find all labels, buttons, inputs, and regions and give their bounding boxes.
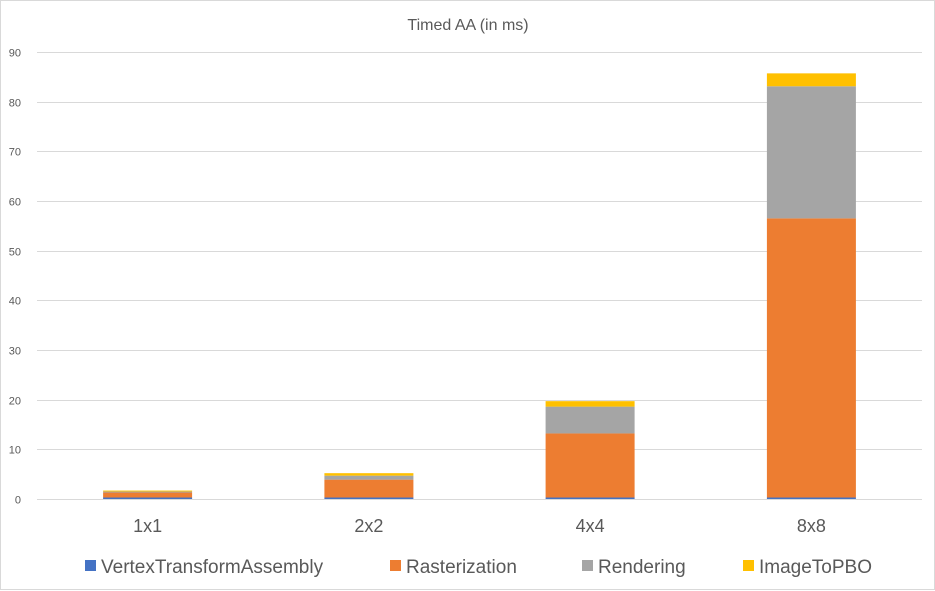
bar-segment-rendering-1x1 xyxy=(103,491,193,493)
bar-segment-rendering-8x8 xyxy=(766,86,856,219)
y-tick-label: 20 xyxy=(9,396,21,408)
bar-segment-vertextransformassembly-8x8 xyxy=(766,497,856,499)
bar-segment-rasterization-2x2 xyxy=(324,479,414,498)
bar-segment-imagetopbo-2x2 xyxy=(324,473,414,476)
y-tick-label: 0 xyxy=(15,495,21,507)
bar-segment-rasterization-4x4 xyxy=(545,433,635,498)
y-tick-label: 40 xyxy=(9,296,21,308)
bar-segment-imagetopbo-8x8 xyxy=(766,73,856,87)
bar-segment-imagetopbo-1x1 xyxy=(103,490,193,492)
x-category-label: 4x4 xyxy=(576,516,605,536)
bar-segment-rendering-4x4 xyxy=(545,406,635,434)
y-tick-label: 10 xyxy=(9,445,21,457)
y-axis-tick-labels: 0 10 20 30 40 50 60 70 80 90 xyxy=(9,48,21,507)
legend-label: Rasterization xyxy=(406,557,517,578)
legend: VertexTransformAssembly Rasterization Rend… xyxy=(85,557,872,578)
bar-segment-rasterization-1x1 xyxy=(103,492,193,498)
y-tick-label: 60 xyxy=(9,197,21,209)
bars xyxy=(103,73,856,499)
legend-swatch xyxy=(743,560,754,571)
legend-swatch xyxy=(390,560,401,571)
y-tick-label: 90 xyxy=(9,48,21,60)
y-tick-label: 50 xyxy=(9,247,21,259)
x-category-label: 8x8 xyxy=(797,516,826,536)
bar-segment-vertextransformassembly-1x1 xyxy=(103,497,193,499)
y-tick-label: 80 xyxy=(9,98,21,110)
legend-swatch xyxy=(582,560,593,571)
x-category-label: 2x2 xyxy=(354,516,383,536)
x-axis-category-labels: 1x1 2x2 4x4 8x8 xyxy=(133,516,826,536)
bar-segment-imagetopbo-4x4 xyxy=(545,401,635,407)
legend-label: ImageToPBO xyxy=(759,557,872,578)
legend-label: VertexTransformAssembly xyxy=(101,557,324,578)
bar-segment-vertextransformassembly-4x4 xyxy=(545,497,635,499)
y-tick-label: 30 xyxy=(9,346,21,358)
bar-segment-rasterization-8x8 xyxy=(766,218,856,498)
gridlines xyxy=(37,52,922,500)
y-tick-label: 70 xyxy=(9,147,21,159)
bar-segment-vertextransformassembly-2x2 xyxy=(324,497,414,499)
chart-title: Timed AA (in ms) xyxy=(407,17,528,34)
legend-swatch xyxy=(85,560,96,571)
x-category-label: 1x1 xyxy=(133,516,162,536)
legend-label: Rendering xyxy=(598,557,686,578)
bar-segment-rendering-2x2 xyxy=(324,475,414,480)
